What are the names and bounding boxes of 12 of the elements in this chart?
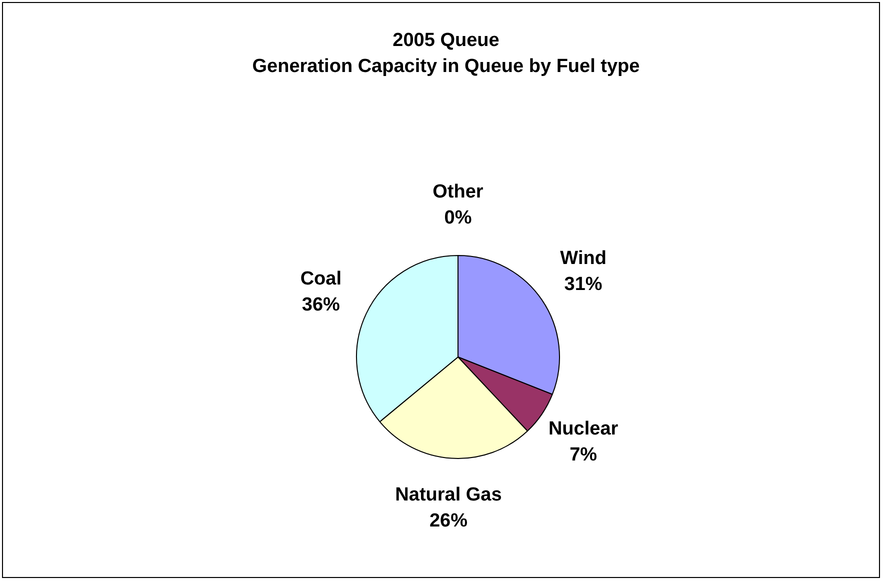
slice-label: Nuclear xyxy=(548,418,619,440)
chart-title: 2005 Queue xyxy=(392,29,500,53)
slice-label: Wind xyxy=(560,248,606,270)
data-label: 31% xyxy=(564,274,602,296)
slice-label: Natural Gas xyxy=(395,484,502,506)
data-label: 36% xyxy=(302,294,340,316)
text: 0% xyxy=(444,208,472,229)
chart-subtitle: Generation Capacity in Queue by Fuel type xyxy=(251,55,641,79)
category-label: Other xyxy=(432,182,484,203)
slice-label: Coal xyxy=(300,268,342,290)
data-label: 7% xyxy=(570,444,598,466)
data-label: 26% xyxy=(429,510,468,532)
